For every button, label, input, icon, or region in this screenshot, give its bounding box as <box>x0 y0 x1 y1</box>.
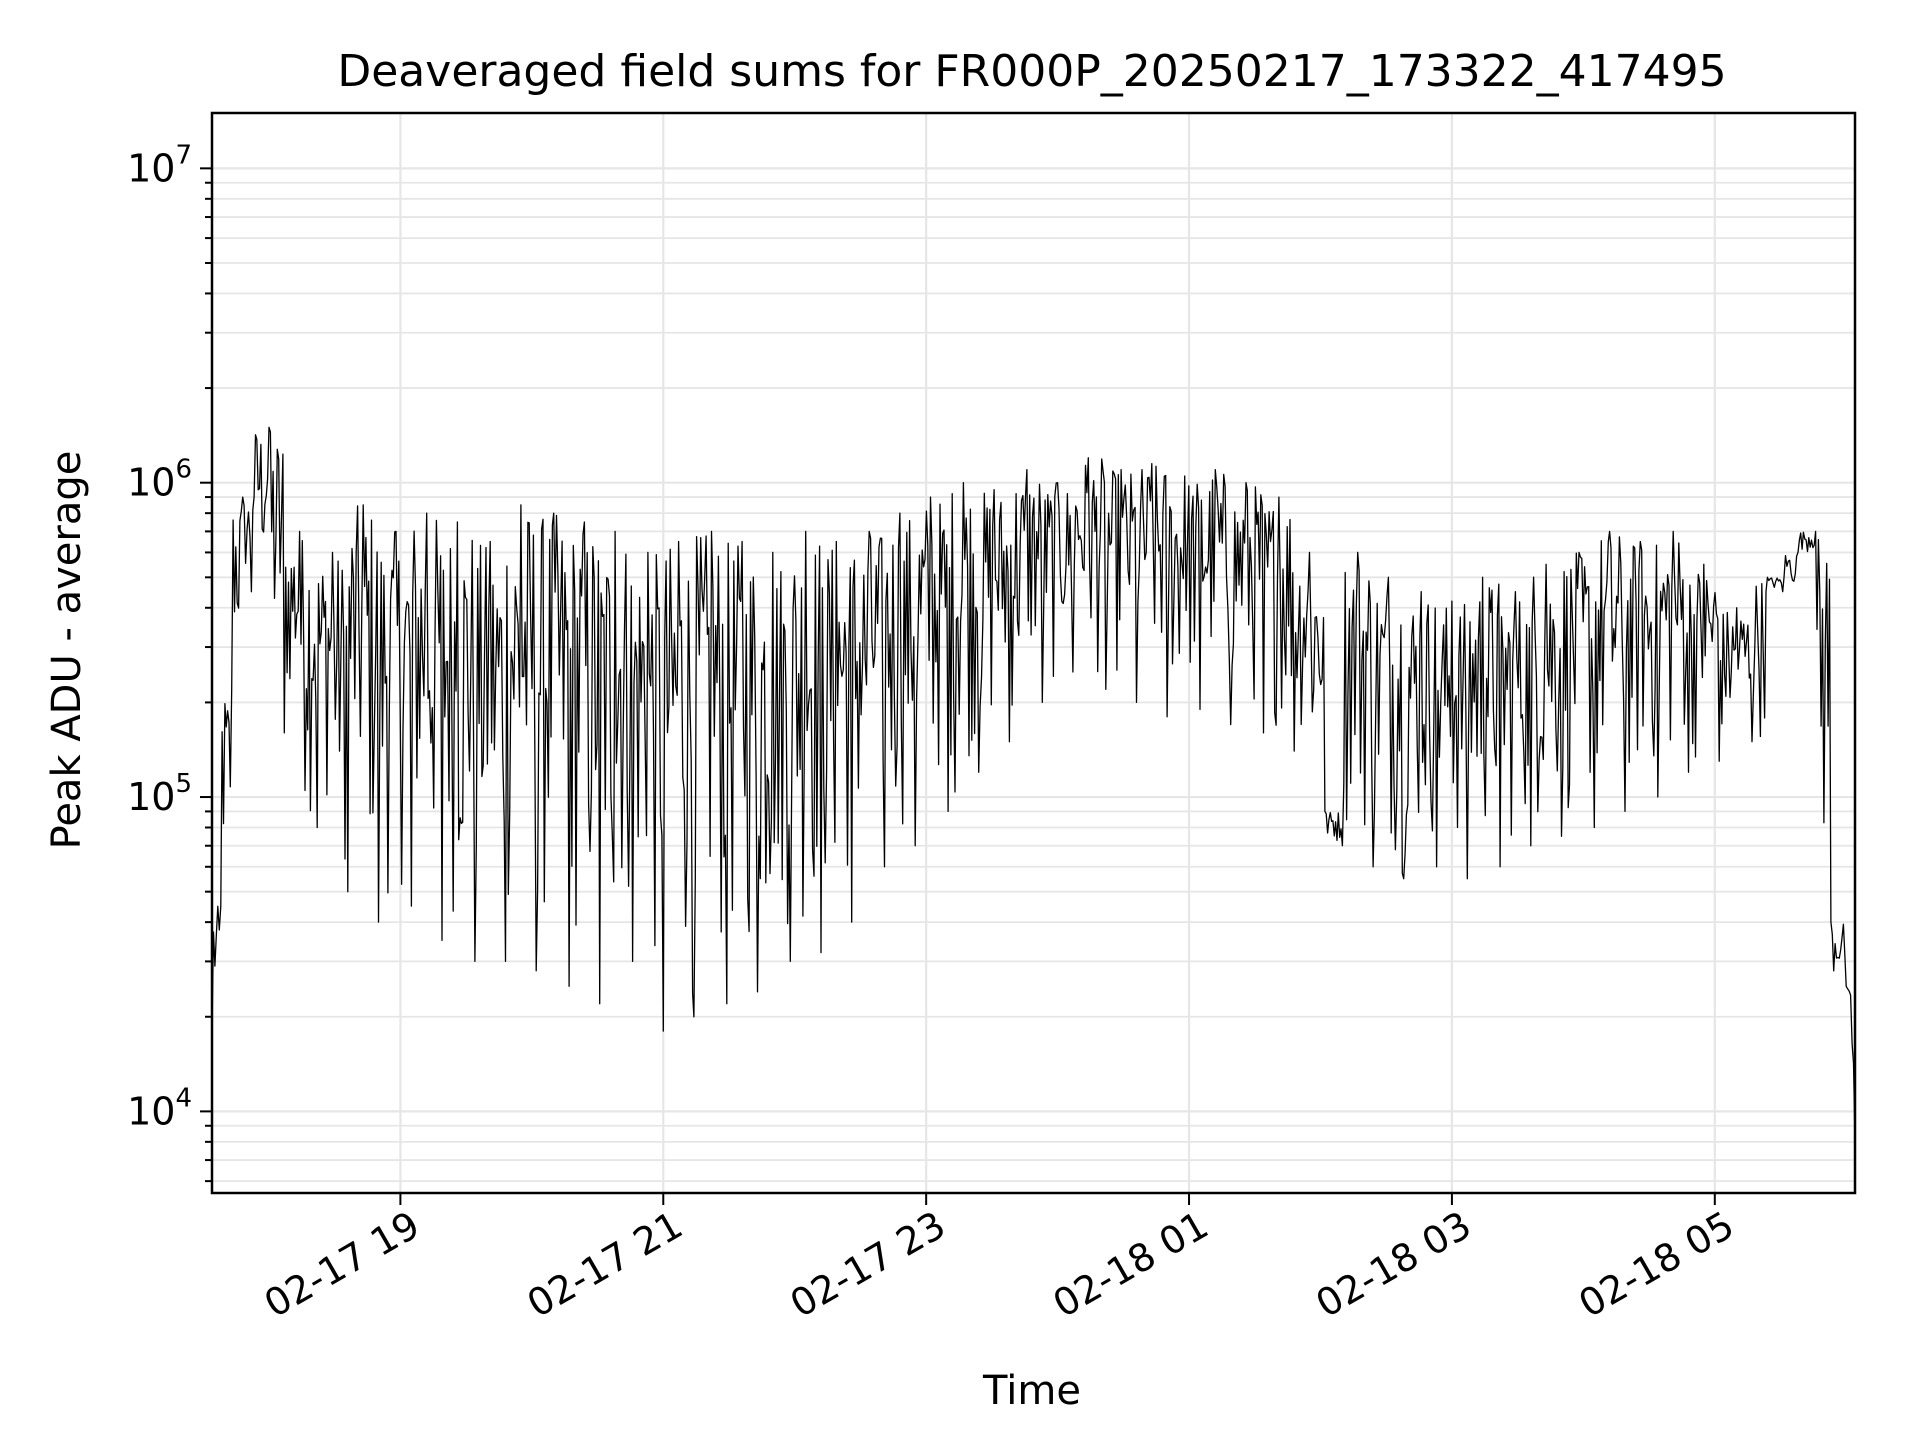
y-tick-label: 106 <box>127 455 192 505</box>
x-axis-label: Time <box>982 1368 1081 1414</box>
chart-title: Deaveraged field sums for FR000P_2025021… <box>337 46 1726 97</box>
y-tick-label: 107 <box>127 140 192 190</box>
y-tick-label: 105 <box>127 769 192 819</box>
plot-frame <box>210 111 1857 1195</box>
series-line <box>211 426 1856 1142</box>
grid-lines <box>212 113 1855 1193</box>
y-tick-label: 104 <box>127 1083 192 1133</box>
y-axis-label: Peak ADU - average <box>44 451 90 850</box>
series-layer <box>211 426 1856 1142</box>
